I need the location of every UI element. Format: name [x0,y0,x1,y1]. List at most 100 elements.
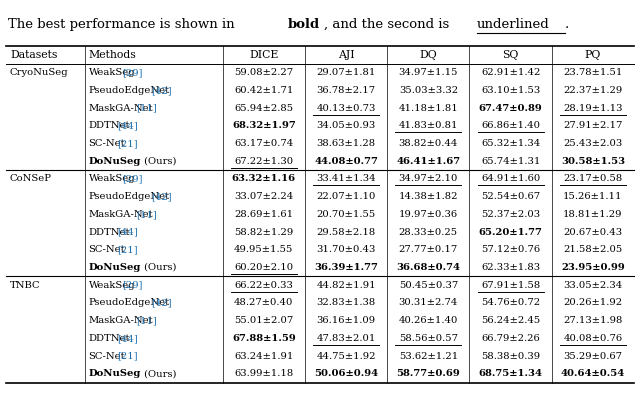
Text: (Ours): (Ours) [141,369,176,378]
Text: 19.97±0.36: 19.97±0.36 [399,210,458,219]
Text: PseudoEdgeNet: PseudoEdgeNet [88,86,170,95]
Text: 21.58±2.05: 21.58±2.05 [563,245,623,254]
Text: 53.62±1.21: 53.62±1.21 [399,352,458,360]
Text: 41.83±0.81: 41.83±0.81 [399,121,458,130]
Text: 56.24±2.45: 56.24±2.45 [481,316,540,325]
Text: 65.20±1.77: 65.20±1.77 [479,227,543,237]
Text: 22.07±1.10: 22.07±1.10 [316,192,376,201]
Text: WeakSeg: WeakSeg [88,174,135,183]
Text: 63.32±1.16: 63.32±1.16 [232,174,296,183]
Text: 40.26±1.40: 40.26±1.40 [399,316,458,325]
Text: 20.26±1.92: 20.26±1.92 [563,299,623,307]
Text: , and the second is: , and the second is [324,18,454,31]
Text: 30.31±2.74: 30.31±2.74 [399,299,458,307]
Text: [29]: [29] [122,174,143,183]
Text: 38.63±1.28: 38.63±1.28 [317,139,376,148]
Text: (Ours): (Ours) [141,157,176,166]
Text: DDTNet: DDTNet [88,334,130,343]
Text: 33.41±1.34: 33.41±1.34 [316,174,376,183]
Text: 67.88±1.59: 67.88±1.59 [232,334,296,343]
Text: 36.16±1.09: 36.16±1.09 [317,316,376,325]
Text: 28.19±1.13: 28.19±1.13 [563,104,623,112]
Text: [11]: [11] [136,210,157,219]
Text: DQ: DQ [419,50,437,60]
Text: AJI: AJI [338,50,355,60]
Text: 68.75±1.34: 68.75±1.34 [479,369,543,378]
Text: DoNuSeg: DoNuSeg [88,157,141,166]
Text: (Ours): (Ours) [141,263,176,272]
Text: 58.77±0.69: 58.77±0.69 [396,369,460,378]
Text: 54.76±0.72: 54.76±0.72 [481,299,540,307]
Text: 52.54±0.67: 52.54±0.67 [481,192,540,201]
Text: 25.43±2.03: 25.43±2.03 [563,139,623,148]
Text: DICE: DICE [249,50,278,60]
Text: [44]: [44] [117,227,138,237]
Text: [44]: [44] [117,121,138,130]
Text: 27.13±1.98: 27.13±1.98 [563,316,623,325]
Text: 30.58±1.53: 30.58±1.53 [561,157,625,166]
Text: 29.58±2.18: 29.58±2.18 [316,227,376,237]
Text: 29.07±1.81: 29.07±1.81 [316,68,376,77]
Text: The best performance is shown in: The best performance is shown in [8,18,239,31]
Text: 34.97±1.15: 34.97±1.15 [399,68,458,77]
Text: Methods: Methods [88,50,136,60]
Text: [21]: [21] [117,352,138,360]
Text: underlined: underlined [477,18,550,31]
Text: 65.94±2.85: 65.94±2.85 [234,104,293,112]
Text: 68.32±1.97: 68.32±1.97 [232,121,296,130]
Text: [11]: [11] [136,104,157,112]
Text: 58.82±1.29: 58.82±1.29 [234,227,293,237]
Text: 66.22±0.33: 66.22±0.33 [234,281,293,290]
Text: 48.27±0.40: 48.27±0.40 [234,299,294,307]
Text: 60.42±1.71: 60.42±1.71 [234,86,294,95]
Text: bold: bold [288,18,320,31]
Text: [42]: [42] [151,192,172,201]
Text: 62.91±1.42: 62.91±1.42 [481,68,540,77]
Text: 50.45±0.37: 50.45±0.37 [399,281,458,290]
Text: 59.08±2.27: 59.08±2.27 [234,68,293,77]
Text: 38.82±0.44: 38.82±0.44 [399,139,458,148]
Text: TNBC: TNBC [10,281,40,290]
Text: 57.12±0.76: 57.12±0.76 [481,245,540,254]
Text: SC-Net: SC-Net [88,352,125,360]
Text: PseudoEdgeNet: PseudoEdgeNet [88,192,170,201]
Text: 46.41±1.67: 46.41±1.67 [396,157,460,166]
Text: [21]: [21] [117,139,138,148]
Text: WeakSeg: WeakSeg [88,68,135,77]
Text: WeakSeg: WeakSeg [88,281,135,290]
Text: 67.47±0.89: 67.47±0.89 [479,104,543,112]
Text: 66.79±2.26: 66.79±2.26 [481,334,540,343]
Text: 55.01±2.07: 55.01±2.07 [234,316,293,325]
Text: 41.18±1.81: 41.18±1.81 [399,104,458,112]
Text: CoNSeP: CoNSeP [10,174,52,183]
Text: 15.26±1.11: 15.26±1.11 [563,192,623,201]
Text: 67.91±1.58: 67.91±1.58 [481,281,540,290]
Text: 36.68±0.74: 36.68±0.74 [396,263,460,272]
Text: 18.81±1.29: 18.81±1.29 [563,210,623,219]
Text: Datasets: Datasets [10,50,58,60]
Text: 63.24±1.91: 63.24±1.91 [234,352,294,360]
Text: PQ: PQ [585,50,601,60]
Text: 27.77±0.17: 27.77±0.17 [399,245,458,254]
Text: 20.67±0.43: 20.67±0.43 [563,227,623,237]
Text: 40.08±0.76: 40.08±0.76 [563,334,623,343]
Text: 49.95±1.55: 49.95±1.55 [234,245,294,254]
Text: 28.69±1.61: 28.69±1.61 [234,210,293,219]
Text: DDTNet: DDTNet [88,121,130,130]
Text: DoNuSeg: DoNuSeg [88,369,141,378]
Text: [11]: [11] [136,316,157,325]
Text: 23.17±0.58: 23.17±0.58 [563,174,623,183]
Text: .: . [565,18,569,31]
Text: 47.83±2.01: 47.83±2.01 [316,334,376,343]
Text: DoNuSeg: DoNuSeg [88,263,141,272]
Text: 66.86±1.40: 66.86±1.40 [481,121,540,130]
Text: 63.17±0.74: 63.17±0.74 [234,139,293,148]
Text: 31.70±0.43: 31.70±0.43 [316,245,376,254]
Text: SC-Net: SC-Net [88,245,125,254]
Text: 20.70±1.55: 20.70±1.55 [316,210,376,219]
Text: 64.91±1.60: 64.91±1.60 [481,174,540,183]
Text: 14.38±1.82: 14.38±1.82 [399,192,458,201]
Text: 36.39±1.77: 36.39±1.77 [314,263,378,272]
Text: 27.91±2.17: 27.91±2.17 [563,121,623,130]
Text: [29]: [29] [122,281,143,290]
